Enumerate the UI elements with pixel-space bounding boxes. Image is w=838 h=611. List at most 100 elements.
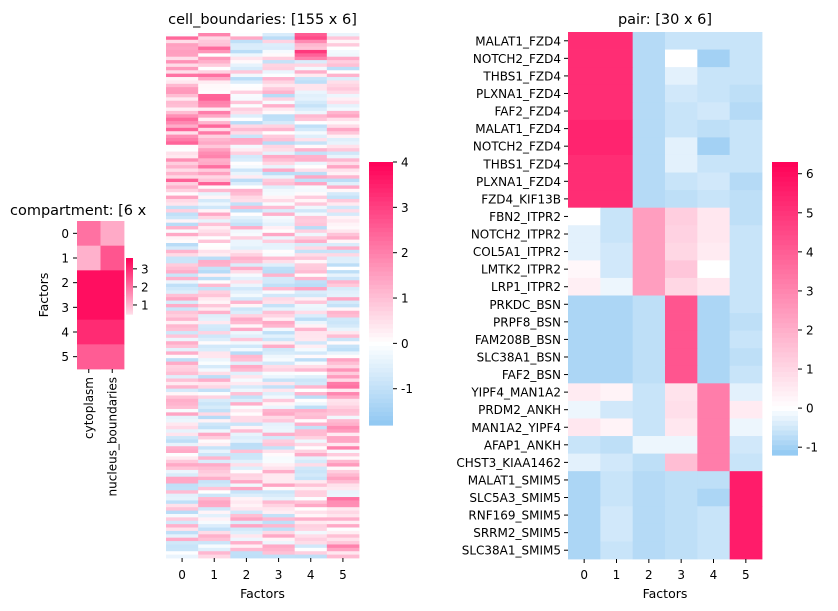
cell-boundaries-cell (166, 344, 199, 349)
cell-boundaries-cell (262, 469, 296, 474)
cell-boundaries-cell (294, 276, 328, 281)
cell-boundaries-cell (294, 226, 328, 230)
pair-cell (697, 277, 731, 296)
cell-boundaries-cell (294, 270, 328, 274)
cell-boundaries-cell (294, 158, 328, 163)
cell-boundaries-cell (326, 507, 360, 511)
colorbar-0-segment (126, 280, 133, 282)
cell-boundaries-cell (326, 554, 360, 559)
pair-cell (665, 330, 698, 349)
pair-cell (568, 260, 601, 279)
cell-boundaries-cell (230, 168, 263, 173)
pair-xtick-label: 4 (710, 568, 718, 582)
cell-boundaries-cell (198, 331, 231, 335)
cell-boundaries-cell (166, 490, 199, 495)
cell-boundaries-cell (294, 317, 328, 322)
cell-boundaries-cell (198, 195, 231, 200)
cell-boundaries-xtick-label: 4 (307, 568, 315, 582)
cell-boundaries-cell (198, 134, 231, 139)
cell-boundaries-cell (198, 554, 231, 559)
cell-boundaries-cell (262, 483, 296, 488)
cell-boundaries-cell (294, 368, 328, 373)
cell-boundaries-cell (294, 300, 328, 305)
pair-xtick-label: 5 (742, 568, 750, 582)
pair-cell (600, 225, 634, 244)
cell-boundaries-cell (262, 314, 296, 318)
cell-boundaries-cell (294, 138, 328, 142)
pair-cell (729, 49, 763, 68)
cell-boundaries-cell (262, 547, 296, 552)
pair-cell (697, 506, 731, 525)
colorbar-0-segment (126, 294, 133, 296)
cell-boundaries-cell (166, 402, 199, 406)
cell-boundaries-cell (262, 500, 296, 505)
cell-boundaries-cell (326, 215, 360, 220)
pair-cell (729, 295, 763, 314)
colorbar-2-segment (772, 210, 798, 217)
colorbar-2-segment (772, 162, 798, 168)
cell-boundaries-cell (166, 266, 199, 271)
cell-boundaries-cell (166, 253, 199, 257)
cell-boundaries-cell (294, 310, 328, 315)
pair-cell (665, 313, 698, 332)
cell-boundaries-cell (198, 53, 231, 58)
cell-boundaries-cell (262, 541, 296, 545)
cell-boundaries-cell (230, 205, 263, 210)
cell-boundaries-cell (230, 154, 263, 159)
pair-cell (665, 453, 698, 472)
cell-boundaries-cell (198, 520, 231, 525)
colorbar-2-segment (772, 293, 798, 300)
colorbar-2-segment (772, 332, 798, 339)
cell-boundaries-cell (230, 121, 263, 125)
colorbar-1-segment (369, 337, 393, 343)
pair-ytick-label: COL5A1_ITPR2 (473, 245, 561, 259)
cell-boundaries-cell (294, 375, 328, 379)
cell-boundaries-cell (198, 480, 231, 484)
cell-boundaries-cell (326, 239, 360, 244)
cell-boundaries-cell (326, 388, 360, 393)
pair-cell (729, 348, 763, 367)
cell-boundaries-cell (198, 320, 231, 325)
cell-boundaries-cell (230, 520, 263, 525)
cell-boundaries-cell (262, 77, 296, 81)
cell-boundaries-cell (166, 358, 199, 362)
cell-boundaries-cell (198, 246, 231, 251)
pair-cell (632, 242, 666, 261)
cell-boundaries-cell (294, 398, 328, 403)
cell-boundaries-cell (262, 453, 296, 457)
cell-boundaries-cell (326, 419, 360, 423)
cell-boundaries-cell (262, 517, 296, 522)
cell-boundaries-cell (262, 534, 296, 539)
cell-boundaries-cell (230, 351, 263, 356)
cell-boundaries-cell (294, 314, 328, 318)
cell-boundaries-cell (326, 358, 360, 362)
cell-boundaries-cell (166, 473, 199, 478)
cell-boundaries-cell (166, 178, 199, 183)
cell-boundaries-cell (166, 280, 199, 285)
cell-boundaries-cell (198, 456, 231, 461)
cell-boundaries-cell (198, 375, 231, 379)
colorbar-1-segment (369, 354, 393, 360)
pair-cell (632, 172, 666, 191)
cell-boundaries-cell (326, 256, 360, 261)
pair-cell (632, 383, 666, 402)
colorbar-2-segment (772, 430, 798, 437)
cell-boundaries-cell (294, 483, 328, 488)
cell-boundaries-cell (230, 239, 263, 244)
colorbar-2-segment (772, 220, 798, 227)
cell-boundaries-cell (326, 219, 360, 224)
compartment-cell (100, 245, 125, 271)
cell-boundaries-cell (166, 141, 199, 146)
pair-cell (600, 49, 634, 68)
cell-boundaries-cell (166, 398, 199, 403)
pair-cell (729, 84, 763, 103)
colorbar-0-segment (126, 292, 133, 295)
cell-boundaries-cell (326, 107, 360, 112)
cell-boundaries-cell (326, 449, 360, 454)
cell-boundaries-cell (294, 195, 328, 200)
cell-boundaries-cell (198, 154, 231, 159)
cell-boundaries-cell (198, 547, 231, 552)
cell-boundaries-cell (230, 310, 263, 315)
cell-boundaries-cell (326, 185, 360, 190)
cell-boundaries-cell (166, 127, 199, 132)
